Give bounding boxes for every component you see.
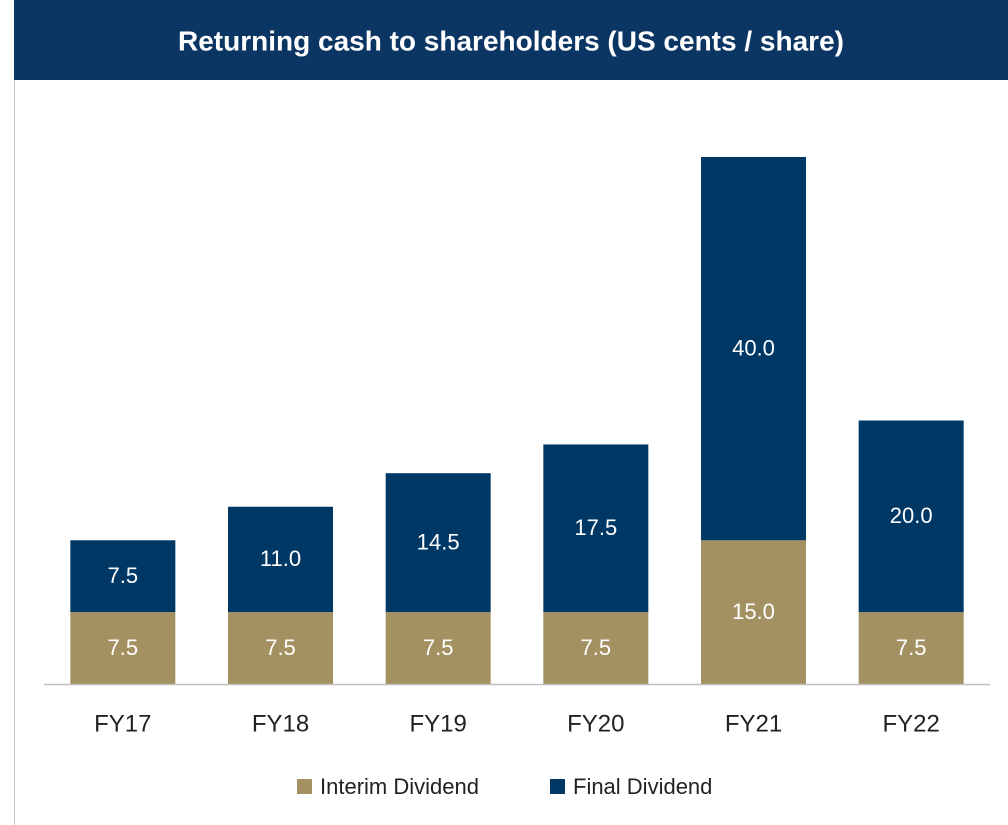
data-label: 17.5 [574,515,617,540]
x-tick-label: FY19 [409,710,466,737]
x-tick-label: FY18 [252,710,309,737]
bar-segment [228,612,333,684]
legend-label: Final Dividend [573,774,712,799]
x-tick-label: FY20 [567,710,624,737]
data-label: 7.5 [581,635,612,660]
bar-segment [385,612,491,684]
bar-segment [228,506,333,613]
data-label: 11.0 [260,546,301,571]
bar-segment [385,473,491,613]
bar-segment [543,612,649,684]
data-label: 20.0 [890,503,933,528]
legend-swatch [297,779,312,794]
bar-segment [858,420,964,613]
data-label: 40.0 [732,335,775,360]
legend-label: Interim Dividend [320,774,479,799]
bar-segment [70,612,176,684]
data-label: 7.5 [896,635,927,660]
x-tick-label: FY22 [882,710,939,737]
legend-swatch [550,779,565,794]
data-label: 7.5 [265,635,296,660]
bar-segment [543,444,649,613]
bar-segment [70,540,176,613]
x-tick-label: FY21 [725,710,782,737]
data-label: 7.5 [108,635,139,660]
data-label: 14.5 [417,529,460,554]
title-banner [14,0,1008,80]
bar-segment [858,612,964,684]
x-tick-label: FY17 [94,710,151,737]
data-label: 7.5 [108,563,139,588]
data-label: 7.5 [423,635,454,660]
bar-segment [701,540,806,684]
bar-segment [701,157,806,541]
data-label: 15.0 [732,599,775,624]
chart-title: Returning cash to shareholders (US cents… [178,25,844,56]
